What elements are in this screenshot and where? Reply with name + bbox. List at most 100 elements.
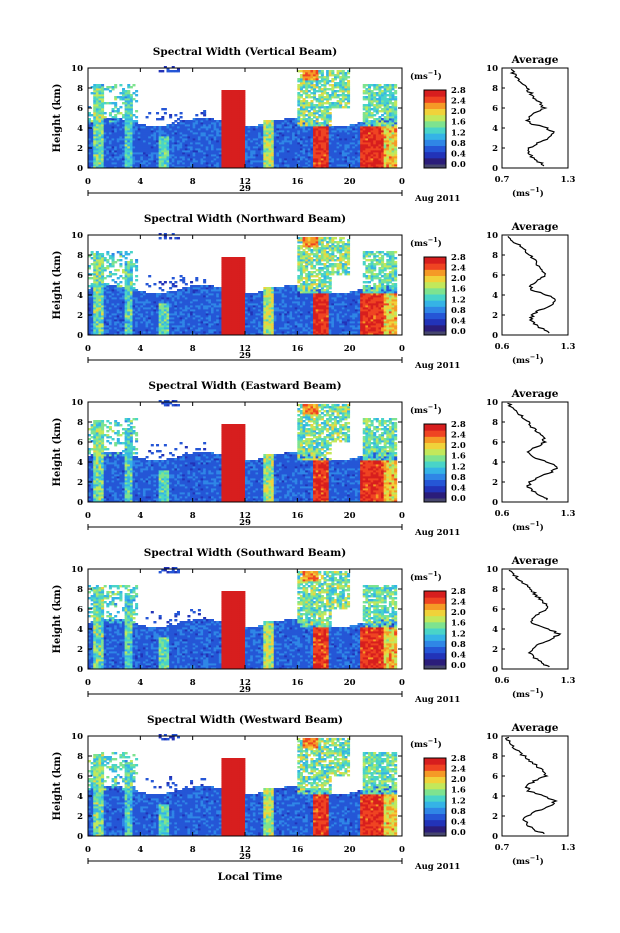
- heatmap-cell: [261, 124, 264, 126]
- heatmap-cell: [386, 98, 389, 100]
- heatmap-cell: [117, 118, 120, 120]
- heatmap-cell: [114, 269, 117, 271]
- heatmap-cell: [384, 84, 387, 86]
- heatmap-cell: [161, 289, 164, 291]
- heatmap-cell: [373, 118, 376, 120]
- heatmap-cell: [308, 90, 311, 92]
- heatmap-cell: [347, 80, 350, 82]
- heatmap-cell: [300, 74, 303, 76]
- heatmap-cell: [360, 122, 363, 124]
- heatmap-cell: [98, 253, 101, 255]
- heatmap-cell: [329, 84, 332, 86]
- heatmap-cell: [132, 283, 135, 285]
- heatmap-cell: [331, 78, 334, 80]
- heatmap-cell: [363, 90, 366, 92]
- heatmap-cell: [318, 80, 321, 82]
- heatmap-cell: [146, 293, 149, 295]
- heatmap-cell: [185, 287, 188, 289]
- heatmap-cell: [378, 84, 381, 86]
- heatmap-cell: [114, 285, 117, 287]
- heatmap-cell: [216, 120, 219, 122]
- x-tick-label: 8: [190, 177, 196, 187]
- heatmap-cell: [114, 110, 117, 112]
- heatmap-cell: [190, 281, 193, 283]
- heatmap-cell: [164, 112, 167, 114]
- heatmap-cell: [146, 283, 149, 285]
- heatmap-cell: [174, 120, 177, 122]
- heatmap-cell: [156, 126, 159, 128]
- heatmap-cell: [140, 124, 143, 126]
- heatmap-cell: [106, 251, 109, 253]
- heatmap-cell: [169, 237, 172, 239]
- heatmap-cell: [344, 102, 347, 104]
- heatmap-cell: [324, 106, 327, 108]
- heatmap-cell: [135, 94, 138, 96]
- heatmap-cells: [88, 233, 397, 335]
- heatmap-cell: [384, 116, 387, 118]
- heatmap-cell: [344, 82, 347, 84]
- heatmap-cell: [363, 112, 366, 114]
- colorbar-tick-label: 0.4: [451, 149, 466, 159]
- heatmap-cell: [169, 287, 172, 289]
- heatmap-cell: [119, 96, 122, 98]
- heatmap-cell: [318, 76, 321, 78]
- heatmap-cell: [269, 120, 272, 122]
- colorbar-swatch: [424, 139, 446, 146]
- heatmap-cell: [305, 100, 308, 102]
- heatmap-cell: [373, 92, 376, 94]
- heatmap-cell: [148, 285, 151, 287]
- heatmap-cell: [297, 84, 300, 86]
- colorbar-swatch: [424, 90, 446, 97]
- heatmap-cell: [106, 102, 109, 104]
- heatmap-cell: [313, 84, 316, 86]
- heatmap-cell: [130, 259, 133, 261]
- heatmap-cell: [112, 253, 115, 255]
- date-label: Aug 2011: [414, 194, 460, 204]
- heatmap-cell: [365, 96, 368, 98]
- heatmap-cell: [355, 124, 358, 126]
- heatmap-cell: [344, 72, 347, 74]
- heatmap-cell: [381, 114, 384, 116]
- heatmap-cell: [321, 122, 324, 124]
- heatmap-cell: [135, 275, 138, 277]
- heatmap-cell: [109, 112, 112, 114]
- heatmap-cell: [109, 263, 112, 265]
- heatmap-cell: [376, 98, 379, 100]
- heatmap-cell: [109, 285, 112, 287]
- heatmap-cell: [117, 259, 120, 261]
- heatmap-cell: [352, 124, 355, 126]
- colorbar-under: [424, 164, 446, 168]
- heatmap-cell: [386, 84, 389, 86]
- heatmap-cell: [117, 283, 120, 285]
- heatmap-cell: [104, 257, 107, 259]
- heatmap-cell: [125, 261, 128, 263]
- heatmap-cell: [221, 90, 224, 92]
- heatmap-cell: [342, 106, 345, 108]
- heatmap-cell: [119, 106, 122, 108]
- heatmap-cell: [190, 120, 193, 122]
- heatmap-cell: [227, 90, 230, 92]
- heatmap-cell: [112, 102, 115, 104]
- heatmap-cell: [91, 92, 94, 94]
- y-tick-label: 4: [77, 124, 83, 134]
- heatmap-cell: [195, 118, 198, 120]
- heatmap-cell: [180, 289, 183, 291]
- heatmap-cell: [104, 267, 107, 269]
- heatmap-cell: [190, 285, 193, 287]
- colorbar-unit: (ms−1): [410, 69, 442, 82]
- heatmap-cell: [109, 90, 112, 92]
- heatmap-cell: [201, 112, 204, 114]
- heatmap-cell: [159, 118, 162, 120]
- heatmap-cell: [146, 126, 149, 128]
- heatmap-cell: [344, 94, 347, 96]
- colorbar-swatch: [424, 146, 446, 153]
- heatmap-cell: [363, 96, 366, 98]
- heatmap-cell: [119, 92, 122, 94]
- heatmap-cell: [329, 94, 332, 96]
- heatmap-cell: [161, 126, 164, 128]
- heatmap-cell: [363, 104, 366, 106]
- heatmap-cell: [104, 116, 107, 118]
- heatmap-cell: [159, 237, 162, 239]
- heatmap-cell: [122, 269, 125, 271]
- heatmap-cells: [88, 66, 397, 168]
